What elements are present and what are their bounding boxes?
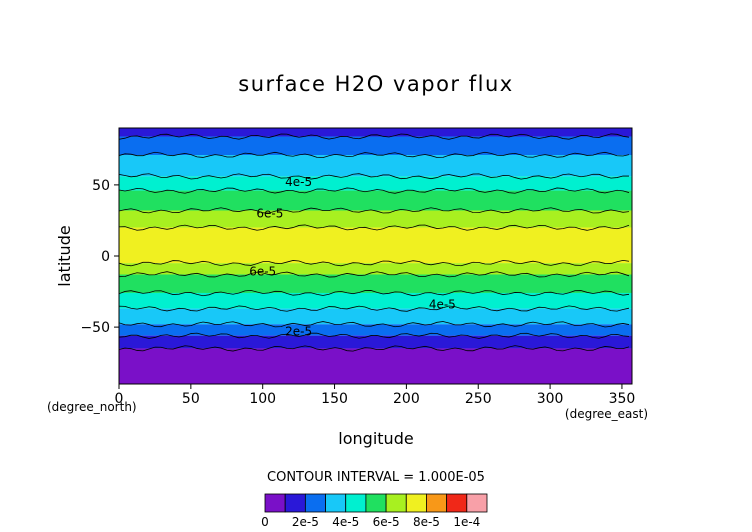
colorbar-labels: 0 2e-5 4e-5 6e-5 8e-5 1e-4 xyxy=(261,515,480,529)
contour-label-3: 4e-5 xyxy=(429,297,456,311)
contour-label-1: 6e-5 xyxy=(256,206,283,220)
contour-label-0: 4e-5 xyxy=(285,175,312,189)
colorbar-swatch-8 xyxy=(426,493,448,513)
colorbar-swatch-6 xyxy=(385,493,407,513)
colorbar-swatch-4 xyxy=(345,493,367,513)
y-tick-label-1: 0 xyxy=(101,249,110,265)
colorbar-label-2: 4e-5 xyxy=(332,515,359,529)
colorbar-swatch-2 xyxy=(304,493,326,513)
y-tick-label-0: −50 xyxy=(80,320,110,336)
zonal-band-7 xyxy=(119,263,632,275)
zonal-band-8 xyxy=(119,274,632,293)
x-axis-units: (degree_east) xyxy=(565,407,648,421)
x-tick-label-6: 300 xyxy=(537,391,564,407)
colorbar-swatch-7 xyxy=(405,493,427,513)
zonal-band-1 xyxy=(119,136,632,156)
contour-line-9 xyxy=(118,289,630,297)
zonal-band-4 xyxy=(119,190,632,211)
contour-line-12 xyxy=(118,332,630,339)
colorbar-swatch-10 xyxy=(466,493,488,513)
contour-label-4: 2e-5 xyxy=(285,324,312,338)
zonal-band-2 xyxy=(119,155,632,177)
x-axis: 0 50 100 150 200 250 300 350 xyxy=(115,384,636,407)
contour-line-13 xyxy=(118,345,630,352)
zonal-band-0 xyxy=(119,128,632,137)
zonal-band-3 xyxy=(119,176,632,191)
contour-line-5 xyxy=(118,207,630,214)
colorbar xyxy=(264,493,488,513)
y-axis-label: latitude xyxy=(55,225,74,286)
contour-line-3 xyxy=(118,173,630,180)
x-tick-label-0: 0 xyxy=(115,391,124,407)
zonal-band-6 xyxy=(119,227,632,264)
zonal-band-9 xyxy=(119,292,632,309)
contour-line-10 xyxy=(118,305,630,312)
contour-line-4 xyxy=(118,187,630,194)
x-tick-label-7: 350 xyxy=(609,391,636,407)
x-axis-label: longitude xyxy=(338,429,413,448)
plot-area xyxy=(118,128,632,384)
zonal-band-5 xyxy=(119,210,632,228)
colorbar-label-0: 0 xyxy=(261,515,269,529)
colorbar-label-1: 2e-5 xyxy=(292,515,319,529)
chart-title: surface H2O vapor flux xyxy=(238,72,513,96)
contour-line-1 xyxy=(118,133,630,140)
zonal-band-13 xyxy=(119,348,632,384)
y-tick-label-2: 50 xyxy=(92,178,110,194)
y-axis: −50 0 50 xyxy=(80,178,119,336)
x-tick-label-1: 50 xyxy=(182,391,200,407)
colorbar-swatch-0 xyxy=(264,493,286,513)
colorbar-swatch-3 xyxy=(325,493,347,513)
colorbar-label-3: 6e-5 xyxy=(373,515,400,529)
contour-line-8 xyxy=(118,271,630,278)
colorbar-swatch-1 xyxy=(284,493,306,513)
y-axis-units: (degree_north) xyxy=(47,400,137,414)
contour-label-2: 6e-5 xyxy=(249,265,276,279)
contour-line-6 xyxy=(118,224,630,231)
colorbar-swatch-5 xyxy=(365,493,387,513)
colorbar-label-4: 8e-5 xyxy=(413,515,440,529)
zonal-band-10 xyxy=(119,308,632,325)
zonal-band-11 xyxy=(119,324,632,336)
x-tick-label-2: 100 xyxy=(249,391,276,407)
contour-line-7 xyxy=(118,259,630,267)
contour-interval: CONTOUR INTERVAL = 1.000E-05 xyxy=(267,470,485,485)
contour-labels: 4e-5 6e-5 6e-5 4e-5 2e-5 xyxy=(249,175,456,338)
x-tick-label-3: 150 xyxy=(321,391,348,407)
colorbar-label-5: 1e-4 xyxy=(453,515,480,529)
x-tick-label-4: 200 xyxy=(393,391,420,407)
contour-line-11 xyxy=(118,321,630,328)
x-tick-label-5: 250 xyxy=(465,391,492,407)
zonal-band-12 xyxy=(119,335,632,349)
contour-line-2 xyxy=(118,151,630,158)
colorbar-swatch-9 xyxy=(446,493,468,513)
